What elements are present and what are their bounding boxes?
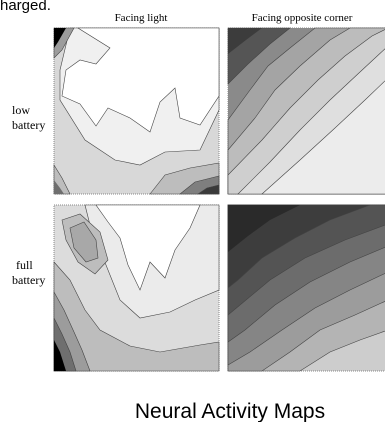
panel-2-region-dark-1	[227, 27, 291, 85]
panel-3-region-bottom-band	[53, 261, 220, 372]
panel-full-battery-facing-opposite-corner	[227, 204, 385, 372]
panel-3-region-mid-top-inner	[69, 221, 99, 263]
panel-full-battery-facing-light	[53, 204, 220, 372]
panel-low-battery-facing-light	[53, 27, 220, 195]
panel-1-region-white	[61, 27, 220, 133]
panel-4-region-7	[228, 205, 300, 252]
figure-title: Neural Activity Maps	[135, 400, 325, 422]
column-label-facing-opposite-corner: Facing opposite corner	[252, 12, 353, 24]
top-text-fragment: harged.	[0, 0, 51, 14]
panel-1-region-corner-black	[54, 28, 66, 48]
row-label-full-line2: battery	[12, 273, 45, 287]
panel-3-region-white	[95, 204, 201, 291]
panel-low-battery-facing-opposite-corner	[227, 27, 385, 195]
panel-2-region-dark-2	[228, 28, 262, 54]
column-label-facing-light: Facing light	[115, 12, 168, 24]
row-label-low-line1: low	[12, 103, 30, 117]
panel-1-region-dark	[197, 184, 220, 195]
panel-4-region-6	[227, 204, 371, 289]
panel-3-region-bottom-black	[54, 340, 66, 371]
row-label-low-line2: battery	[12, 118, 45, 132]
panel-1-region-bottom-left-dark	[54, 180, 64, 194]
panel-2-region-5	[261, 80, 385, 195]
row-label-full-line1: full	[16, 258, 33, 272]
